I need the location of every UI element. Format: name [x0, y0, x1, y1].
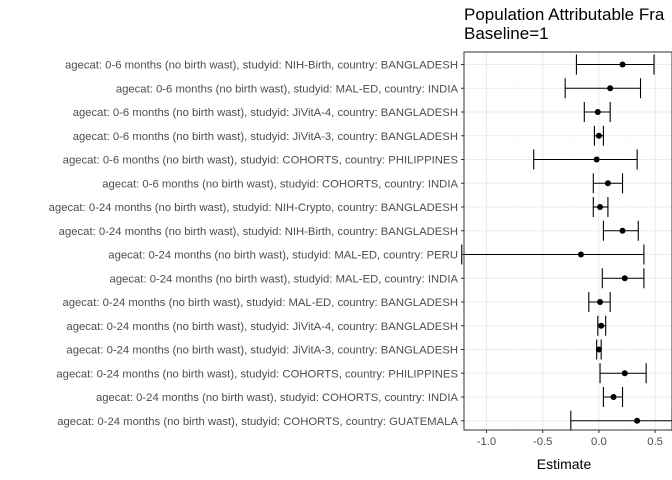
chart-subtitle: Baseline=1 — [464, 24, 549, 43]
point-estimate — [598, 322, 605, 329]
point-estimate — [594, 109, 601, 115]
chart-title: Population Attributable Fra — [464, 5, 665, 24]
point-estimate — [619, 227, 626, 234]
y-tick-label: agecat: 0-6 months (no birth wast), stud… — [65, 60, 458, 72]
point-estimate — [597, 299, 604, 305]
y-tick-label: agecat: 0-24 months (no birth wast), stu… — [110, 273, 459, 285]
y-tick-label: agecat: 0-24 months (no birth wast), stu… — [66, 321, 458, 333]
point-estimate — [610, 394, 617, 400]
x-tick-label: 0.0 — [591, 436, 607, 448]
y-tick-label: agecat: 0-6 months (no birth wast), stud… — [102, 178, 458, 190]
point-estimate — [607, 85, 614, 92]
y-tick-label: agecat: 0-24 months (no birth wast), stu… — [108, 250, 458, 262]
point-estimate — [634, 417, 641, 424]
x-axis-label: Estimate — [537, 456, 592, 472]
error-bars — [461, 54, 672, 431]
y-tick-label: agecat: 0-24 months (no birth wast), stu… — [49, 202, 458, 214]
y-tick-label: agecat: 0-6 months (no birth wast), stud… — [116, 83, 459, 95]
y-tick-label: agecat: 0-24 months (no birth wast), stu… — [96, 392, 459, 404]
point-estimates — [577, 61, 641, 424]
point-estimate — [577, 251, 584, 258]
point-estimate — [619, 61, 626, 68]
y-tick-label: agecat: 0-24 months (no birth wast), stu… — [62, 297, 458, 309]
point-estimate — [621, 275, 628, 282]
point-estimate — [595, 346, 602, 353]
x-tick-label: 0.5 — [647, 436, 663, 448]
plot-panel-border — [463, 51, 672, 431]
y-tick-label: agecat: 0-24 months (no birth wast), stu… — [59, 226, 458, 238]
x-tick-label: -1.0 — [477, 436, 496, 448]
point-estimate — [593, 156, 600, 163]
y-axis: agecat: 0-6 months (no birth wast), stud… — [49, 60, 464, 428]
y-tick-label: agecat: 0-24 months (no birth wast), stu… — [56, 368, 458, 380]
point-estimate — [604, 180, 611, 187]
x-axis: -1.0 -0.5 0.0 0.5 — [477, 430, 663, 448]
x-tick-label: -0.5 — [533, 436, 552, 448]
y-tick-label: agecat: 0-6 months (no birth wast), stud… — [63, 155, 459, 167]
point-estimate — [597, 204, 604, 210]
y-tick-label: agecat: 0-6 months (no birth wast), stud… — [73, 131, 458, 143]
y-tick-label: agecat: 0-6 months (no birth wast), stud… — [73, 107, 458, 119]
point-estimate — [621, 370, 628, 377]
y-tick-label: agecat: 0-24 months (no birth wast), stu… — [66, 345, 458, 357]
y-tick-label: agecat: 0-24 months (no birth wast), stu… — [57, 416, 458, 428]
point-estimate — [595, 132, 602, 139]
